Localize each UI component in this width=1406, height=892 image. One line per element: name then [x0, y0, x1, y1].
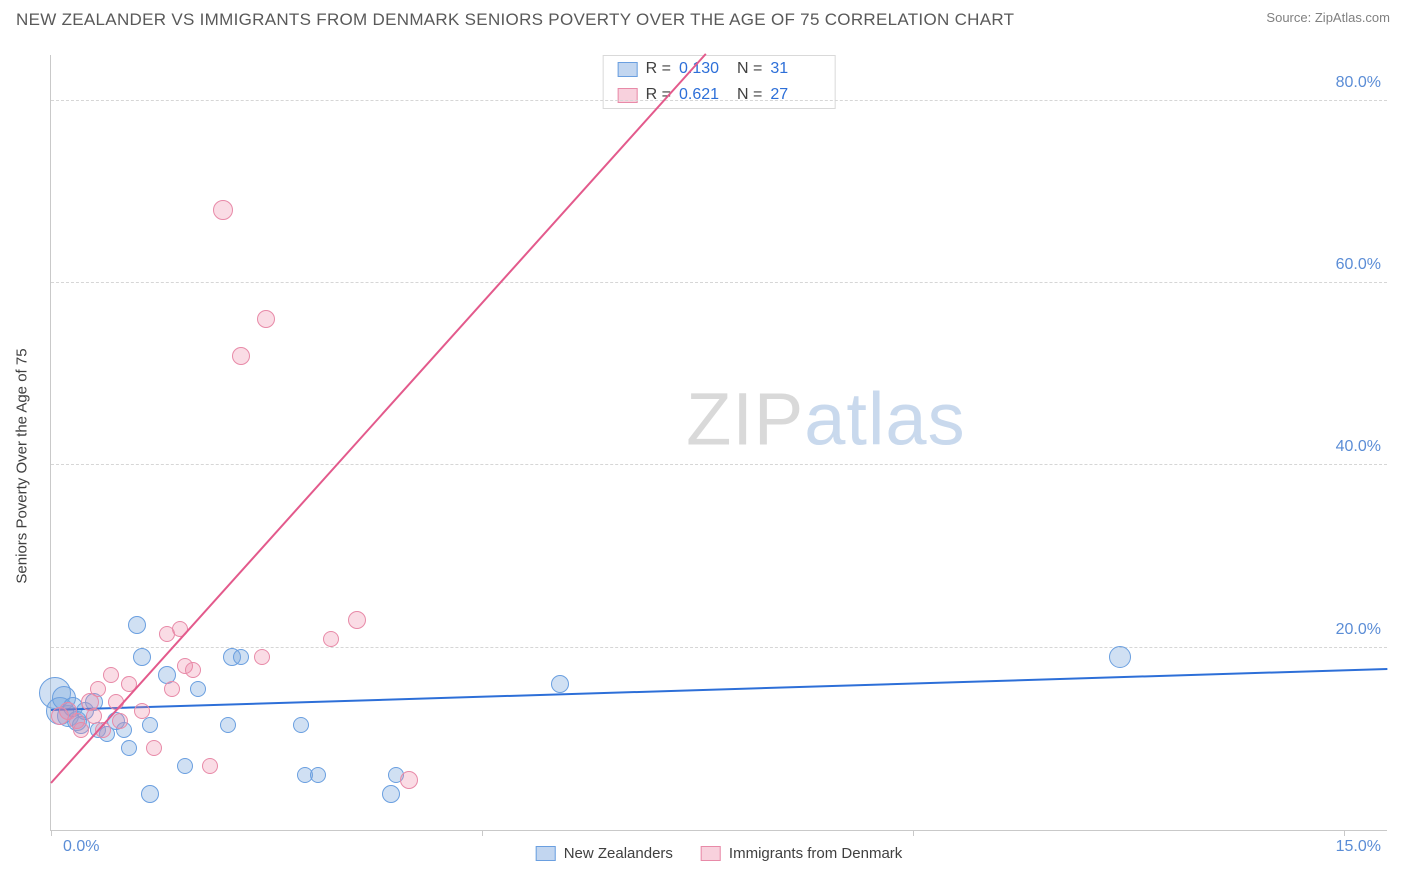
legend-swatch [618, 62, 638, 77]
grid-line [51, 100, 1387, 101]
x-tick [482, 830, 483, 836]
source-attribution: Source: ZipAtlas.com [1266, 10, 1390, 25]
data-point-nz [121, 740, 137, 756]
data-point-dk [400, 771, 418, 789]
r-label: R = [646, 60, 671, 78]
x-tick-label: 0.0% [63, 838, 99, 856]
data-point-nz [220, 717, 236, 733]
watermark-atlas: atlas [804, 378, 965, 461]
data-point-dk [213, 200, 233, 220]
x-tick [51, 830, 52, 836]
chart-container: Seniors Poverty Over the Age of 75 ZIPat… [0, 40, 1406, 892]
watermark-zip: ZIP [686, 378, 804, 461]
grid-line [51, 282, 1387, 283]
x-tick-label: 15.0% [1336, 838, 1381, 856]
data-point-dk [164, 681, 180, 697]
data-point-nz [382, 785, 400, 803]
data-point-nz [128, 616, 146, 634]
plot-area: ZIPatlas R =0.130N =31R =0.621N =27 New … [50, 55, 1387, 831]
data-point-nz [133, 648, 151, 666]
data-point-dk [146, 740, 162, 756]
y-tick-label: 40.0% [1336, 438, 1381, 456]
n-value: 27 [770, 86, 820, 104]
chart-title: NEW ZEALANDER VS IMMIGRANTS FROM DENMARK… [16, 10, 1014, 30]
stats-legend-row: R =0.130N =31 [604, 56, 835, 82]
data-point-dk [202, 758, 218, 774]
source-prefix: Source: [1266, 10, 1311, 25]
data-point-nz [190, 681, 206, 697]
n-label: N = [737, 86, 762, 104]
legend-swatch [701, 846, 721, 861]
y-tick-label: 60.0% [1336, 256, 1381, 274]
data-point-nz [1109, 646, 1131, 668]
series-legend-item: Immigrants from Denmark [701, 845, 902, 862]
data-point-nz [310, 767, 326, 783]
watermark: ZIPatlas [686, 377, 965, 462]
data-point-dk [348, 611, 366, 629]
x-tick [913, 830, 914, 836]
data-point-dk [73, 722, 89, 738]
r-value: 0.621 [679, 86, 729, 104]
data-point-nz [233, 649, 249, 665]
trend-line-dk [50, 53, 707, 784]
data-point-nz [141, 785, 159, 803]
data-point-dk [103, 667, 119, 683]
data-point-nz [551, 675, 569, 693]
data-point-dk [257, 310, 275, 328]
data-point-nz [177, 758, 193, 774]
n-value: 31 [770, 60, 820, 78]
trend-line-nz [51, 668, 1387, 711]
series-label: New Zealanders [564, 845, 673, 862]
series-label: Immigrants from Denmark [729, 845, 902, 862]
y-axis-label: Seniors Poverty Over the Age of 75 [14, 348, 31, 583]
y-tick-label: 80.0% [1336, 74, 1381, 92]
legend-swatch [536, 846, 556, 861]
series-legend-item: New Zealanders [536, 845, 673, 862]
stats-legend: R =0.130N =31R =0.621N =27 [603, 55, 836, 109]
data-point-dk [254, 649, 270, 665]
source-link[interactable]: ZipAtlas.com [1315, 10, 1390, 25]
data-point-dk [323, 631, 339, 647]
n-label: N = [737, 60, 762, 78]
grid-line [51, 647, 1387, 648]
data-point-dk [185, 662, 201, 678]
x-tick [1344, 830, 1345, 836]
data-point-dk [90, 681, 106, 697]
data-point-dk [232, 347, 250, 365]
stats-legend-row: R =0.621N =27 [604, 82, 835, 108]
data-point-dk [134, 703, 150, 719]
y-tick-label: 20.0% [1336, 621, 1381, 639]
data-point-nz [293, 717, 309, 733]
data-point-nz [142, 717, 158, 733]
data-point-dk [112, 713, 128, 729]
grid-line [51, 464, 1387, 465]
series-legend: New Zealanders Immigrants from Denmark [536, 845, 903, 862]
